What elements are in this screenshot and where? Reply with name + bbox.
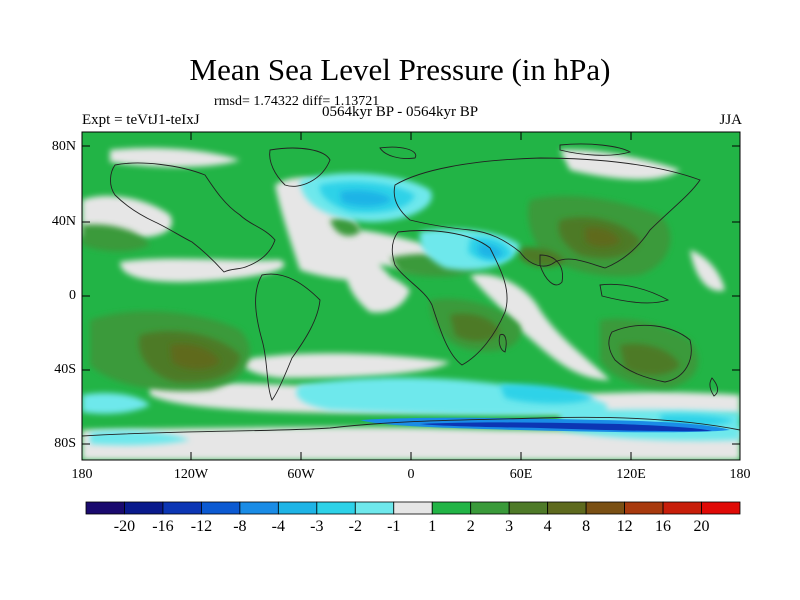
color-bar — [85, 501, 741, 515]
lon-label-180w: 180 — [71, 467, 93, 482]
legend-label: 16 — [655, 518, 672, 535]
lon-label-120w: 120W — [173, 467, 209, 482]
legend-label: -3 — [310, 518, 324, 535]
legend-label: -4 — [271, 518, 285, 535]
color-bar-swatch — [470, 501, 510, 515]
legend-label: 12 — [616, 518, 633, 535]
lon-label-60w: 60W — [287, 467, 315, 482]
color-bar-swatch — [124, 501, 164, 515]
legend-label: 4 — [543, 518, 552, 535]
color-bar-swatch — [701, 501, 741, 515]
lon-label-180e: 180 — [729, 467, 751, 482]
legend-label: -12 — [190, 518, 213, 535]
lon-label-0: 0 — [407, 467, 415, 482]
color-bar-swatch — [585, 501, 625, 515]
legend-label: 8 — [582, 518, 591, 535]
color-bar-swatch — [162, 501, 202, 515]
legend-label: -2 — [348, 518, 362, 535]
stats-line: rmsd= 1.74322 diff= 1.13721 — [214, 94, 380, 109]
color-bar-swatch — [354, 501, 395, 515]
color-bar-swatch — [201, 501, 241, 515]
season-label: JJA — [719, 112, 742, 128]
legend-label: -8 — [233, 518, 247, 535]
lat-label-80n: 80N — [51, 139, 76, 154]
lon-label-60e: 60E — [509, 467, 533, 482]
chart-title: Mean Sea Level Pressure (in hPa) — [189, 52, 611, 87]
color-bar-swatch — [85, 501, 125, 515]
experiment-label: Expt = teVtJ1-teIxJ — [82, 112, 200, 128]
lat-label-80s: 80S — [54, 436, 76, 451]
legend-label: 20 — [693, 518, 710, 535]
legend-label: -20 — [113, 518, 136, 535]
lat-label-40s: 40S — [54, 362, 76, 377]
lat-label-0: 0 — [69, 288, 76, 303]
color-bar-swatch — [393, 501, 433, 515]
color-bar-swatch — [624, 501, 664, 515]
legend-label: -1 — [387, 518, 401, 535]
legend-label: 3 — [505, 518, 514, 535]
axis-ticks — [82, 132, 740, 460]
period-label: 0564kyr BP - 0564kyr BP — [322, 104, 479, 120]
color-bar-swatch — [239, 501, 279, 515]
color-bar-swatch — [316, 501, 356, 515]
color-bar-swatch — [662, 501, 702, 515]
color-bar-swatch — [547, 501, 587, 515]
legend-label: 2 — [466, 518, 475, 535]
lat-label-40n: 40N — [51, 214, 76, 229]
legend-label: -16 — [152, 518, 174, 535]
color-bar-swatch — [508, 501, 549, 515]
lon-label-120e: 120E — [616, 467, 646, 482]
color-bar-swatch — [431, 501, 472, 515]
legend-label: 1 — [428, 518, 437, 535]
color-bar-swatch — [277, 501, 318, 515]
pressure-field — [82, 132, 740, 460]
